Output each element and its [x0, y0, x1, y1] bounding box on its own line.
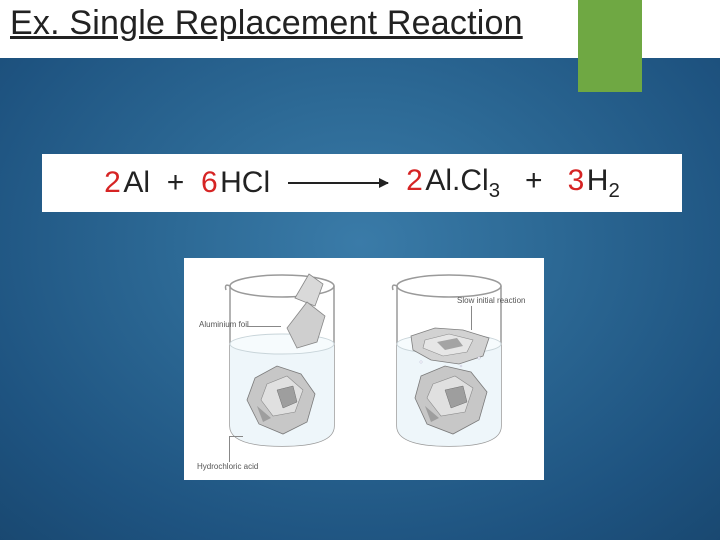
label-aluminium-foil: Aluminium foil	[199, 320, 249, 329]
plus-1: +	[167, 166, 185, 199]
label-slow-reaction: Slow initial reaction	[457, 296, 525, 305]
accent-tab	[578, 0, 642, 92]
chemical-equation: 2 Al + 6 HCl 2 Al.Cl3 + 3 H2	[42, 154, 682, 212]
label-hydrochloric-acid: Hydrochloric acid	[197, 462, 258, 471]
coeff-3: 2	[406, 164, 423, 197]
coeff-4: 3	[568, 164, 585, 197]
species-alcl3: Al.Cl3	[425, 164, 500, 197]
reaction-arrow	[288, 182, 388, 184]
reaction-diagram: Aluminium foil Hydrochloric acid	[184, 258, 544, 480]
species-hcl: HCl	[220, 166, 270, 199]
beaker-left: Aluminium foil Hydrochloric acid	[197, 266, 357, 474]
coeff-1: 2	[104, 166, 121, 199]
species-h2: H2	[587, 164, 620, 197]
beaker-right: Slow initial reaction	[371, 266, 531, 474]
coeff-2: 6	[201, 166, 218, 199]
beaker-left-svg	[197, 266, 357, 474]
plus-2: +	[525, 164, 543, 197]
slide-title: Ex. Single Replacement Reaction	[10, 4, 523, 43]
species-al: Al	[123, 166, 150, 199]
